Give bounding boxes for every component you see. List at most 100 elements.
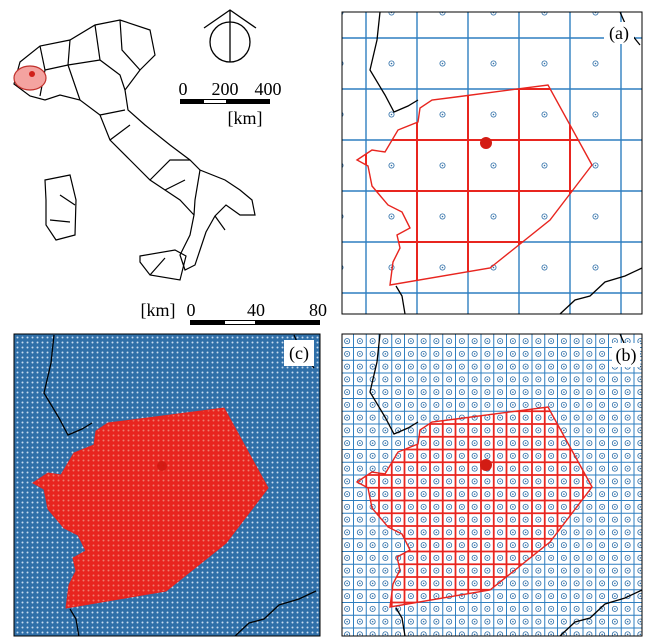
cell-center: [497, 554, 504, 561]
cell-center: [448, 633, 450, 636]
cell-center: [484, 427, 491, 434]
cell-center: [537, 506, 540, 508]
cell-center: [563, 391, 565, 393]
cell-center: [499, 633, 501, 636]
cell-center: [548, 618, 555, 625]
cell-center: [422, 353, 425, 355]
cell-center: [384, 365, 387, 368]
cell-center: [522, 529, 529, 536]
cell-center: [422, 569, 425, 572]
cell-center: [573, 529, 580, 536]
cell-center: [422, 391, 425, 393]
cell-center: [573, 593, 580, 600]
cell-center: [473, 391, 476, 393]
cell-center: [420, 350, 427, 357]
cell-center: [448, 442, 450, 444]
cell-center: [499, 608, 501, 610]
cell-center: [461, 429, 463, 432]
cell-center: [524, 493, 527, 495]
cell-center: [369, 363, 376, 370]
cell-center: [550, 633, 552, 636]
cell-center: [410, 582, 412, 585]
cell-center: [344, 618, 351, 625]
cell-center: [359, 633, 361, 636]
cell-center: [497, 401, 504, 408]
cell-center: [541, 111, 548, 118]
cell-center: [614, 620, 616, 623]
cell-center: [356, 350, 363, 357]
cell-center: [509, 554, 516, 561]
cell-center: [344, 631, 351, 636]
cell-center: [458, 389, 465, 396]
cell-center: [639, 595, 642, 597]
cell-center: [537, 557, 540, 559]
cell-center: [522, 491, 529, 498]
cell-center: [524, 480, 527, 483]
cell-center: [614, 455, 616, 457]
cell-center: [359, 582, 361, 585]
cell-center: [594, 62, 597, 65]
cell-center: [407, 350, 414, 357]
cell-center: [624, 491, 631, 498]
cell-center: [563, 365, 565, 368]
label-box: [604, 22, 634, 44]
cell-center: [435, 620, 438, 623]
cell-center: [410, 493, 412, 495]
cell-center: [435, 544, 438, 546]
cell-center: [448, 557, 450, 559]
cell-center: [522, 465, 529, 472]
cell-center: [563, 429, 565, 432]
cell-center: [448, 404, 450, 406]
cell-center: [624, 580, 631, 587]
cell-center: [486, 493, 489, 495]
cell-center: [560, 580, 567, 587]
cell-center: [512, 595, 514, 597]
cell-center: [509, 580, 516, 587]
cell-center: [573, 580, 580, 587]
cell-center: [614, 416, 616, 419]
cell-center: [637, 452, 642, 459]
cell-center: [407, 465, 414, 472]
cell-center: [537, 467, 540, 470]
cell-center: [588, 365, 591, 368]
cell-center: [448, 480, 450, 483]
cell-center: [586, 478, 593, 485]
cell-center: [382, 452, 389, 459]
cell-center: [537, 404, 540, 406]
cell-center: [486, 353, 489, 355]
cell-center: [484, 605, 491, 612]
cell-center: [548, 363, 555, 370]
cell-center: [384, 429, 387, 432]
cell-center: [473, 365, 476, 368]
cell-center: [535, 593, 542, 600]
cell-center: [524, 353, 527, 355]
cell-center: [575, 365, 578, 368]
cell-center: [639, 633, 642, 636]
cell-center: [356, 401, 363, 408]
cell-center: [435, 391, 438, 393]
cell-center: [395, 478, 402, 485]
cell-center: [346, 429, 348, 432]
cell-center: [637, 593, 642, 600]
cell-center: [537, 391, 540, 393]
cell-center: [535, 580, 542, 587]
cell-center: [356, 580, 363, 587]
cell-center: [461, 633, 463, 636]
cell-center: [575, 480, 578, 483]
cell-center: [537, 582, 540, 585]
cell-center: [356, 593, 363, 600]
cell-center: [524, 455, 527, 457]
cell-center: [471, 631, 478, 636]
cell-center: [369, 350, 376, 357]
cell-center: [448, 531, 450, 534]
cell-center: [420, 503, 427, 510]
cell-center: [594, 113, 597, 116]
cell-center: [388, 111, 395, 118]
cell-center: [486, 340, 489, 342]
cell-center: [599, 452, 606, 459]
cell-center: [382, 414, 389, 421]
cell-center: [484, 389, 491, 396]
cell-center: [601, 378, 603, 381]
cell-center: [535, 389, 542, 396]
cell-center: [509, 363, 516, 370]
